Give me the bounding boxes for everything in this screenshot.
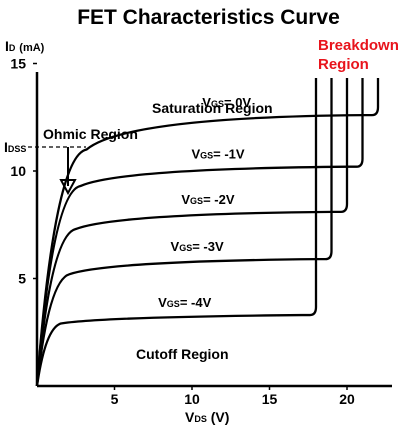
y-axis-label: ID (mA) bbox=[5, 38, 45, 54]
y-tick-label: 10 bbox=[10, 163, 26, 179]
characteristic-curve bbox=[35, 78, 333, 387]
x-tick-label: 15 bbox=[262, 391, 278, 407]
x-tick-label: 5 bbox=[111, 391, 119, 407]
x-axis-label: VDS (V) bbox=[185, 409, 230, 425]
series-label: VGS= -2V bbox=[181, 192, 234, 207]
characteristic-curve bbox=[35, 78, 349, 387]
series-labels: VGS= 0V VGS= -1V VGS= -2V VGS= -3V VGS= -4V bbox=[158, 95, 251, 310]
idss-label: IDSS bbox=[4, 139, 27, 155]
breakdown-region-label: Breakdown Region bbox=[318, 37, 399, 73]
series-label: VGS= -1V bbox=[191, 147, 244, 162]
characteristic-curve bbox=[35, 78, 318, 387]
ohmic-region-label: Ohmic Region bbox=[43, 126, 138, 142]
cutoff-region-label: Cutoff Region bbox=[136, 346, 229, 362]
ohmic-arrow bbox=[59, 147, 77, 196]
saturation-region-label: Saturation Region bbox=[152, 100, 273, 116]
chart-title: FET Characteristics Curve bbox=[77, 6, 340, 29]
characteristic-curve bbox=[35, 78, 380, 387]
curves bbox=[35, 78, 380, 387]
x-tick-label: 20 bbox=[339, 391, 355, 407]
y-tick-label: 15 bbox=[10, 56, 26, 72]
series-label: VGS= -4V bbox=[158, 295, 211, 310]
series-label: VGS= -3V bbox=[171, 239, 224, 254]
y-tick-label: 5 bbox=[18, 271, 26, 287]
characteristic-curve bbox=[35, 78, 364, 387]
axis-ticks: 5 10 15 20 5 10 15 bbox=[10, 56, 355, 408]
x-tick-label: 10 bbox=[184, 391, 200, 407]
series-label: VGS= 0V bbox=[202, 95, 251, 110]
